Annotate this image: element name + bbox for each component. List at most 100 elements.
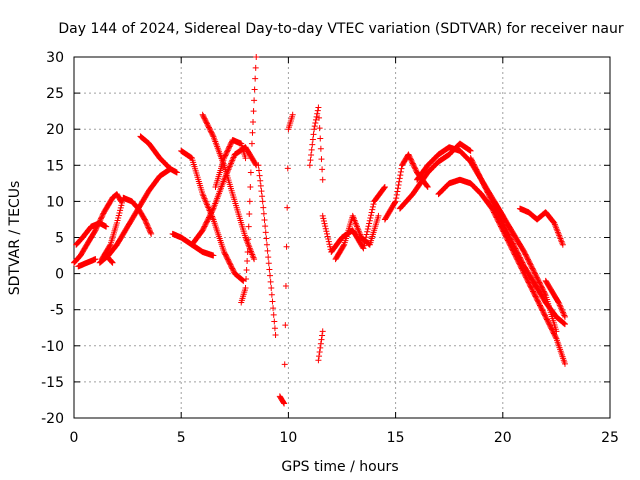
data-point [478, 176, 485, 183]
data-point [391, 199, 398, 206]
data-point [201, 195, 208, 202]
data-point [318, 156, 325, 163]
data-point [99, 213, 106, 220]
x-tick-label: 10 [279, 430, 297, 446]
data-point [258, 188, 265, 195]
data-point [514, 250, 521, 257]
data-point [142, 219, 149, 226]
data-point [320, 217, 327, 224]
data-point [200, 224, 207, 231]
data-point [540, 288, 547, 295]
data-point [323, 228, 330, 235]
data-point [476, 172, 483, 179]
data-point [247, 183, 254, 190]
data-point [410, 163, 417, 170]
data-point [526, 280, 533, 287]
data-point [368, 212, 375, 219]
data-point [259, 193, 266, 200]
series-s14 [255, 162, 279, 338]
data-point [507, 235, 514, 242]
data-point [260, 204, 267, 211]
data-point [97, 215, 104, 222]
data-point [505, 231, 512, 238]
data-point [222, 151, 229, 158]
data-point [115, 215, 122, 222]
data-point [536, 301, 543, 308]
data-point [394, 185, 401, 192]
data-point [561, 312, 568, 319]
data-point [324, 233, 331, 240]
y-tick-label: 5 [55, 231, 64, 247]
data-point [225, 146, 232, 153]
data-point [516, 254, 523, 261]
data-point [200, 114, 207, 121]
data-point [369, 203, 376, 210]
data-point [109, 259, 116, 266]
data-point [310, 131, 317, 138]
data-point [527, 261, 534, 268]
data-point [261, 216, 268, 223]
data-point [561, 313, 568, 320]
data-point [475, 170, 482, 177]
y-tick-label: 15 [46, 158, 64, 174]
data-point [552, 333, 559, 340]
data-point [226, 163, 233, 170]
data-point [539, 285, 546, 292]
data-point [208, 129, 215, 136]
data-point [519, 260, 526, 267]
data-point [536, 279, 543, 286]
data-point [229, 265, 236, 272]
data-point [512, 245, 519, 252]
data-point [204, 217, 211, 224]
data-point [322, 225, 329, 232]
data-point [472, 163, 479, 170]
data-point [397, 172, 404, 179]
data-point [146, 226, 153, 233]
data-point [481, 183, 488, 190]
data-point [533, 273, 540, 280]
data-point [509, 240, 516, 247]
data-point [540, 287, 547, 294]
y-tick-label: 30 [46, 50, 64, 66]
data-point [227, 261, 234, 268]
data-point [546, 321, 553, 328]
data-point [470, 161, 477, 168]
data-point [315, 104, 322, 111]
data-point [381, 183, 388, 190]
data-point [309, 136, 316, 143]
series-s23 [435, 176, 568, 367]
data-point [555, 299, 562, 306]
data-point [322, 223, 329, 230]
data-point [474, 169, 481, 176]
data-point [259, 198, 266, 205]
series-s18 [319, 183, 388, 255]
data-point [227, 140, 234, 147]
data-point [502, 226, 509, 233]
data-point [147, 228, 154, 235]
data-point [368, 209, 375, 216]
data-point [396, 178, 403, 185]
data-point [369, 206, 376, 213]
data-point [528, 285, 535, 292]
data-point [116, 209, 123, 216]
data-point [537, 280, 544, 287]
data-point [543, 316, 550, 323]
data-point [513, 248, 520, 255]
data-point [266, 266, 273, 273]
data-point [173, 169, 180, 176]
data-point [307, 157, 314, 164]
data-point [529, 287, 536, 294]
data-point [558, 305, 565, 312]
data-point [248, 140, 255, 147]
data-point [521, 250, 528, 257]
data-point [396, 175, 403, 182]
data-point [479, 179, 486, 186]
data-point [533, 296, 540, 303]
data-point [533, 274, 540, 281]
y-tick-label: -20 [41, 411, 64, 427]
y-tick-label: -15 [41, 375, 64, 391]
data-point [205, 123, 212, 130]
data-point [559, 308, 566, 315]
data-point [250, 108, 257, 115]
data-point [318, 336, 325, 343]
